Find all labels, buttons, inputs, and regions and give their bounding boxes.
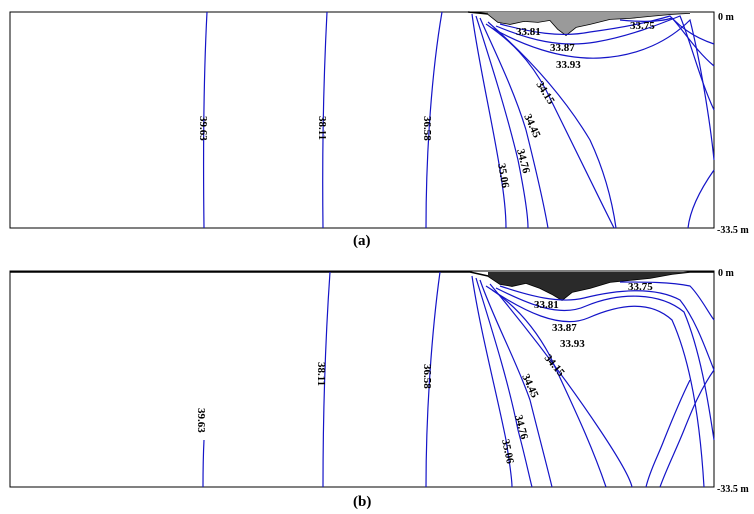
panel-b-isoline-extra1 [489, 283, 633, 488]
panel-b-isoline-3375 [619, 281, 715, 321]
panel-b-label-3387: 33.87 [552, 322, 577, 334]
panel-a-label-3393: 33.93 [556, 59, 581, 71]
panel-a-label-3506: 35.06 [495, 162, 511, 189]
panel-b-isoline-extra2 [645, 379, 691, 488]
panel-b-frame [9, 270, 715, 488]
panel-b-isoline-3387 [495, 287, 715, 441]
panel-a-surface-fill [488, 12, 690, 35]
panel-a-label-3381: 33.81 [516, 26, 541, 38]
panel-b-depth-bottom: -33.5 m [717, 484, 749, 495]
panel-a-isoline-3658 [425, 11, 443, 229]
panel-a-depth-top: 0 m [718, 12, 735, 23]
panel-b-isoline-extra3 [659, 369, 715, 488]
panel-b-isoline-3476 [475, 277, 533, 488]
panel-b-label-3393: 33.93 [560, 338, 585, 350]
panel-a-depth-bottom: -33.5 m [717, 225, 749, 236]
panel-a-isoline-3963 [203, 11, 208, 229]
panel-b-caption: (b) [353, 494, 372, 510]
panel-b-isoline-3393 [491, 289, 705, 488]
panel-a-isoline-3375 [619, 17, 715, 45]
panel-a-isoline-3393 [491, 18, 715, 161]
panel-a-isoline-3381 [499, 15, 715, 67]
panel-b-surface-fill [488, 272, 690, 300]
panel-a-label-3811: 38.11 [316, 116, 328, 140]
panel-b-isoline-3963 [202, 439, 205, 488]
panel-a-isoline-3387 [495, 15, 715, 111]
panel-a-frame [9, 11, 715, 229]
panel-b-isoline-3381 [499, 285, 715, 371]
panel-a-label-3375: 33.75 [630, 20, 655, 32]
panel-a-isoline-3506 [471, 13, 507, 229]
panel-a-isoline-3811 [322, 11, 328, 229]
panel-b-label-3381: 33.81 [534, 299, 559, 311]
panel-a-label-3387: 33.87 [550, 42, 575, 54]
panel-b: 39.63 38.11 36.58 35.06 34.76 34.45 34.1… [9, 268, 749, 495]
panel-b-isoline-3506 [471, 275, 513, 488]
panel-b-isoline-3415 [485, 285, 607, 488]
panel-b-isoline-3658 [425, 271, 441, 488]
panel-b-depth-top: 0 m [718, 268, 735, 279]
panel-a-caption: (a) [353, 233, 371, 249]
panel-b-label-3658: 36.58 [421, 364, 433, 389]
panel-a-isoline-extra2 [687, 169, 715, 229]
panel-b-label-3811: 38.11 [315, 362, 327, 386]
panel-b-label-3963: 39.63 [195, 408, 207, 433]
panel-a-label-3963: 39.63 [197, 116, 209, 141]
panel-a-isoline-extra1 [487, 21, 617, 229]
panel-a-label-3658: 36.58 [421, 116, 433, 141]
panel-b-label-3375: 33.75 [628, 281, 653, 293]
panel-b-isoline-3445 [479, 279, 553, 488]
panel-a-isoline-3476 [475, 15, 529, 229]
panel-b-label-3506: 35.06 [499, 438, 516, 465]
panel-a-isoline-3445 [479, 17, 549, 229]
panel-a: 39.63 38.11 36.58 35.06 34.76 34.45 34.1… [9, 11, 749, 236]
panel-b-isoline-3811 [322, 271, 331, 488]
